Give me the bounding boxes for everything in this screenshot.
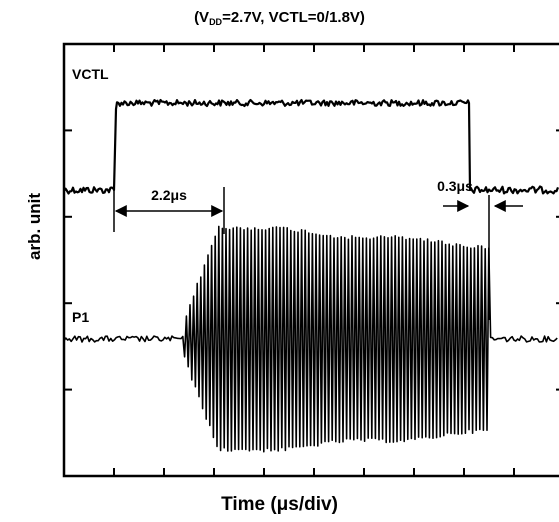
title-subscript: DD bbox=[209, 17, 223, 27]
title-suffix: =2.7V, VCTL=0/1.8V) bbox=[222, 9, 365, 26]
anno-0.3-label: 0.3μs bbox=[437, 178, 473, 194]
chart-title: (VDD=2.7V, VCTL=0/1.8V) bbox=[0, 9, 559, 31]
series-p1-trace bbox=[63, 225, 558, 453]
y-axis-label: arb. unit bbox=[25, 192, 44, 260]
annotations: 2.2μs 0.3μs bbox=[113, 178, 523, 320]
series-label-vctl: VCTL bbox=[72, 66, 109, 82]
series-label-p1: P1 bbox=[72, 309, 89, 325]
axis-ticks bbox=[64, 44, 559, 476]
title-prefix: (V bbox=[194, 9, 210, 26]
series-vctl-trace bbox=[63, 98, 559, 195]
anno-2.2-label: 2.2μs bbox=[151, 187, 187, 203]
x-axis-label: Time (μs/div) bbox=[221, 494, 338, 515]
